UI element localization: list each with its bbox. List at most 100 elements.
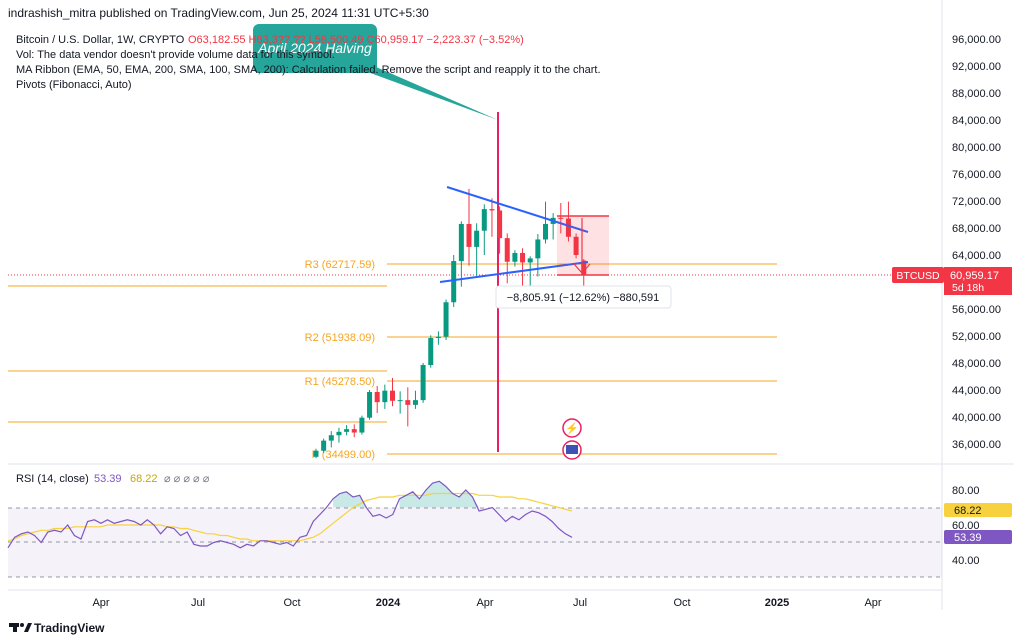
candle-body[interactable]: [527, 258, 533, 263]
pivots-line[interactable]: Pivots (Fibonacci, Auto): [16, 79, 132, 91]
symbol-tag: [892, 267, 944, 283]
candle-body[interactable]: [328, 435, 334, 441]
time-axis-label: Apr: [864, 597, 881, 609]
callout-pointer: [335, 60, 498, 120]
measure-label: −8,805.91 (−12.62%) −880,591: [507, 292, 660, 304]
rsi-ma-tag-text: 68.22: [954, 505, 982, 517]
candle-body[interactable]: [466, 223, 472, 247]
price-axis-label: 40,000.00: [952, 412, 1001, 424]
time-axis-label: 2024: [376, 597, 401, 609]
vol-indicator-line[interactable]: Vol: The data vendor doesn't provide vol…: [16, 49, 335, 61]
pivot-r2-label: R2 (51938.09): [305, 332, 375, 344]
symbol-title[interactable]: Bitcoin / U.S. Dollar, 1W, CRYPTO: [16, 34, 185, 46]
candle-body[interactable]: [458, 223, 464, 262]
price-axis-label: 44,000.00: [952, 385, 1001, 397]
candle-body[interactable]: [451, 261, 457, 303]
candle-body[interactable]: [474, 230, 480, 247]
symbol-tag-text: BTCUSD: [896, 270, 940, 282]
price-axis-label: 72,000.00: [952, 196, 1001, 208]
rsi-legend-icons[interactable]: ⌀ ⌀ ⌀ ⌀ ⌀: [164, 473, 210, 485]
time-axis-label: Apr: [476, 597, 493, 609]
rsi-axis-60: 60.00: [952, 520, 980, 532]
ma-ribbon-line[interactable]: MA Ribbon (EMA, 50, EMA, 200, SMA, 100, …: [16, 64, 601, 76]
lower-trendline[interactable]: [439, 261, 589, 283]
rsi-ma-tag: [944, 503, 1012, 517]
candle-body[interactable]: [565, 218, 571, 237]
candle-body[interactable]: [359, 417, 365, 433]
flag-glyph: [566, 445, 578, 454]
price-axis-label: 68,000.00: [952, 223, 1001, 235]
time-axis-label: 2025: [765, 597, 789, 609]
time-axis-label: Oct: [673, 597, 690, 609]
upper-trendline[interactable]: [446, 186, 589, 233]
price-axis-label: 64,000.00: [952, 250, 1001, 262]
measure-arrowhead-icon: [573, 263, 591, 274]
price-axis-label: 36,000.00: [952, 439, 1001, 451]
candle-body[interactable]: [321, 440, 327, 451]
candle-body[interactable]: [344, 429, 350, 432]
rsi-legend-value: 53.39: [94, 473, 122, 485]
countdown-text: 5d 18h: [952, 282, 984, 294]
candle-body[interactable]: [504, 238, 510, 262]
halving-callout[interactable]: [253, 24, 377, 73]
candle-body[interactable]: [428, 338, 434, 366]
candle-body[interactable]: [397, 400, 403, 402]
measure-label-box: [495, 285, 672, 309]
tradingview-logo-icon: [9, 623, 32, 632]
rsi-title[interactable]: RSI (14, close): [16, 473, 89, 485]
candle-body[interactable]: [512, 252, 518, 262]
candle-body[interactable]: [543, 223, 548, 240]
time-axis-label: Jul: [573, 597, 587, 609]
rsi-ma-line[interactable]: [7, 492, 573, 542]
candle-body[interactable]: [390, 390, 395, 401]
candle-body[interactable]: [374, 392, 380, 403]
measure-box[interactable]: [557, 216, 609, 275]
price-axis[interactable]: 96,000.00 92,000.00 88,000.00 84,000.00 80,0…: [952, 34, 1001, 451]
candle-body[interactable]: [367, 392, 373, 418]
price-axis-label: 80,000.00: [952, 142, 1001, 154]
event-lightning-icon[interactable]: [562, 418, 582, 438]
candle-body[interactable]: [405, 400, 411, 405]
candle-body[interactable]: [481, 209, 487, 231]
rsi-axis-80: 80.00: [952, 485, 980, 497]
rsi-line[interactable]: [7, 480, 573, 549]
halving-callout-text: April 2024 Halving: [257, 40, 372, 56]
price-axis-label: 92,000.00: [952, 61, 1001, 73]
lightning-glyph: ⚡: [565, 422, 579, 435]
candle-body[interactable]: [497, 210, 503, 239]
last-price-tag: [944, 267, 1012, 295]
price-axis-label: 96,000.00: [952, 34, 1001, 46]
price-axis-label: 52,000.00: [952, 331, 1001, 343]
price-axis-label: 48,000.00: [952, 358, 1001, 370]
pivot-p-label: P (34499.00): [312, 449, 375, 461]
time-axis-label: Oct: [283, 597, 300, 609]
candle-body[interactable]: [443, 302, 449, 337]
rsi-band: [8, 508, 942, 577]
rsi-overbought-fill: [333, 481, 480, 508]
candle-body[interactable]: [336, 431, 342, 436]
candle-body[interactable]: [489, 209, 495, 211]
candle-body[interactable]: [535, 239, 541, 259]
rsi-tag: [944, 530, 1012, 544]
rsi-legend-ma-value: 68.22: [130, 473, 158, 485]
candlestick-series: [313, 188, 587, 459]
candle-body[interactable]: [435, 336, 441, 339]
candle-body[interactable]: [520, 252, 526, 263]
price-axis-label: 76,000.00: [952, 169, 1001, 181]
rsi-axis-40: 40.00: [952, 555, 980, 567]
rsi-tag-text: 53.39: [954, 532, 982, 544]
candle-body[interactable]: [420, 365, 426, 401]
candle-body[interactable]: [313, 450, 319, 457]
publisher-line: indrashish_mitra published on TradingVie…: [8, 6, 429, 20]
time-axis[interactable]: Apr Jul Oct 2024 Apr Jul Oct 2025 Apr: [92, 597, 881, 609]
price-axis-label: 56,000.00: [952, 304, 1001, 316]
pivot-r1-label: R1 (45278.50): [305, 376, 375, 388]
candle-body[interactable]: [382, 390, 388, 403]
candle-body[interactable]: [351, 429, 357, 433]
candle-body[interactable]: [412, 400, 418, 405]
candle-body[interactable]: [581, 260, 587, 276]
candle-body[interactable]: [573, 236, 579, 255]
footer-brand: TradingView: [34, 621, 105, 635]
candle-body[interactable]: [558, 217, 564, 219]
